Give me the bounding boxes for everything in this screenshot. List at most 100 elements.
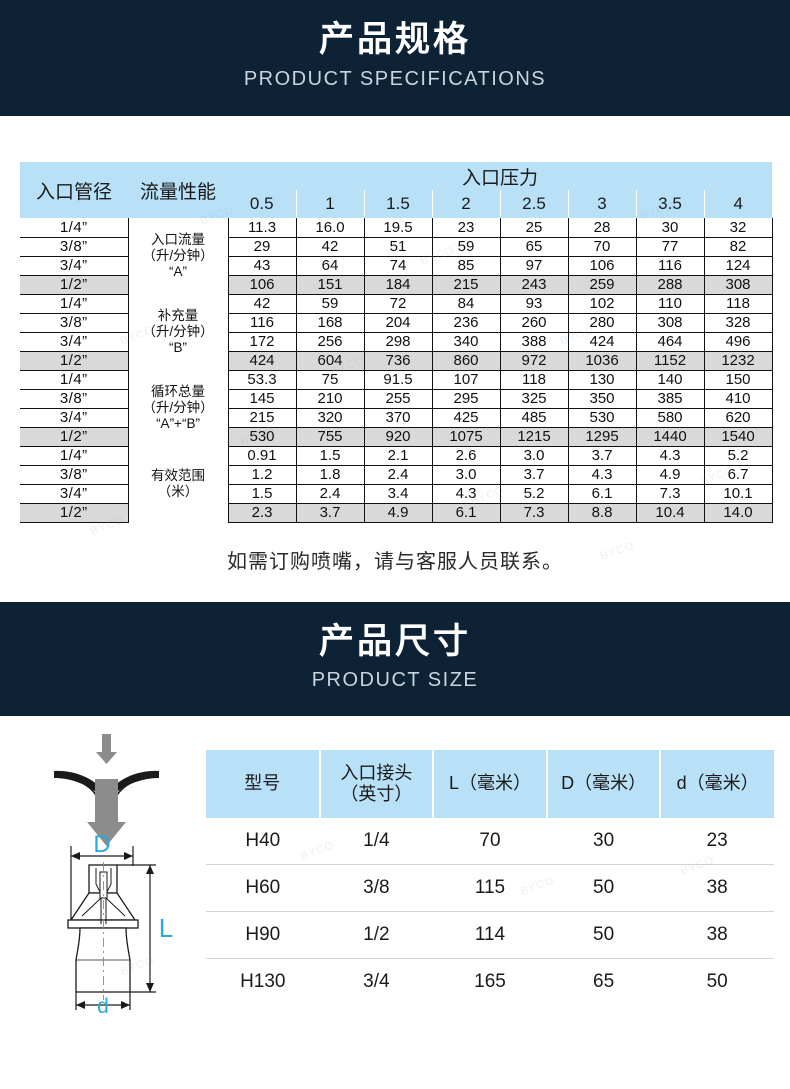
product-size-section: D <box>0 716 790 1033</box>
cell-value: 42 <box>227 294 296 314</box>
cell-value: 464 <box>635 332 704 352</box>
cell-value: 530 <box>227 427 296 447</box>
cell-value: 530 <box>567 408 636 428</box>
cell-inlet-size: 3/8” <box>20 237 128 257</box>
product-size-table: 型号 入口接头 （英寸） L（毫米） D（毫米） d（毫米） H40 1/4 70 3… <box>206 749 774 1006</box>
dim-arrow-left <box>71 851 80 860</box>
header-flow-performance: 流量性能 <box>128 162 228 218</box>
cell-value: 425 <box>431 408 500 428</box>
cell-value: 580 <box>635 408 704 428</box>
cell-value: 14.0 <box>703 503 773 523</box>
cell-value: 168 <box>295 313 364 333</box>
header-inlet-pressure: 入口压力 <box>228 162 773 190</box>
cell-value: 93 <box>499 294 568 314</box>
cell-inlet-size: 3/4” <box>20 332 128 352</box>
cell-value: 604 <box>295 351 364 371</box>
size-header-L: L（毫米） <box>432 749 547 818</box>
cell-value: 308 <box>703 275 773 295</box>
cell-value: 5.2 <box>703 446 773 466</box>
cell-value: 920 <box>363 427 432 447</box>
cell-value: 19.5 <box>363 218 432 238</box>
cell-value: 91.5 <box>363 370 432 390</box>
cell-D: 50 <box>546 911 661 959</box>
cell-flow-performance: 补充量 （升/分钟） “B” <box>127 294 229 370</box>
cell-L: 114 <box>433 911 547 959</box>
cell-value: 1075 <box>431 427 500 447</box>
cell-value: 320 <box>295 408 364 428</box>
size-header-d: d（毫米） <box>659 749 774 818</box>
cell-value: 370 <box>363 408 432 428</box>
cell-inlet-size: 3/8” <box>20 313 128 333</box>
cell-L: 70 <box>433 817 547 865</box>
cell-model: H60 <box>206 864 320 912</box>
cell-model: H40 <box>206 817 320 865</box>
dim-arrow-up-L <box>146 864 154 874</box>
cell-value: 184 <box>363 275 432 295</box>
cell-value: 424 <box>567 332 636 352</box>
pressure-col-4: 2.5 <box>499 190 568 218</box>
cell-value: 145 <box>227 389 296 409</box>
dimension-label-d: d <box>97 995 109 1014</box>
cell-value: 140 <box>635 370 704 390</box>
cell-value: 259 <box>567 275 636 295</box>
cell-value: 210 <box>295 389 364 409</box>
cell-value: 1295 <box>567 427 636 447</box>
dim-arrow-right-d <box>121 1000 130 1009</box>
cell-inlet-size: 1/4” <box>20 446 128 466</box>
cell-value: 118 <box>499 370 568 390</box>
perf-label-line: 补充量 <box>157 308 199 324</box>
spec-table-body: 1/4” 入口流量 （升/分钟） “A” 11.3 16.0 19.5 23 25 28 30 32 3… <box>20 218 773 523</box>
table-row: 3/8” 29 42 51 59 65 70 77 82 <box>20 237 773 257</box>
cell-value: 385 <box>635 389 704 409</box>
table-row: H60 3/8 115 50 38 <box>206 864 774 912</box>
cell-flow-performance: 入口流量 （升/分钟） “A” <box>127 218 229 294</box>
cell-value: 204 <box>363 313 432 333</box>
dimension-L <box>117 863 156 993</box>
banner2-title-en: PRODUCT SIZE <box>311 669 479 692</box>
cell-value: 130 <box>567 370 636 390</box>
cell-model: H90 <box>206 911 320 959</box>
cell-value: 77 <box>635 237 704 257</box>
cell-value: 1.2 <box>227 465 296 485</box>
cell-value: 116 <box>227 313 296 333</box>
cell-value: 116 <box>635 256 704 276</box>
perf-label-line: 入口流量 <box>151 232 205 248</box>
cell-value: 4.3 <box>567 465 636 485</box>
cell-value: 84 <box>431 294 500 314</box>
cell-inlet-size: 1/4” <box>20 370 128 390</box>
cell-value: 388 <box>499 332 568 352</box>
dim-arrow-down-L <box>146 982 154 992</box>
cell-value: 288 <box>635 275 704 295</box>
cell-value: 3.7 <box>499 465 568 485</box>
cell-value: 243 <box>499 275 568 295</box>
cell-value: 2.3 <box>227 503 296 523</box>
cell-value: 74 <box>363 256 432 276</box>
cell-value: 75 <box>295 370 364 390</box>
cell-inlet-size: 3/4” <box>20 484 128 504</box>
cell-value: 151 <box>295 275 364 295</box>
cell-value: 65 <box>499 237 568 257</box>
pressure-col-7: 4 <box>703 190 773 218</box>
cell-value: 10.4 <box>635 503 704 523</box>
perf-label-line: 循环总量 <box>151 384 205 400</box>
cell-value: 2.4 <box>363 465 432 485</box>
cell-value: 53.3 <box>227 370 296 390</box>
cell-value: 72 <box>363 294 432 314</box>
table-row: H40 1/4 70 30 23 <box>206 817 774 865</box>
pressure-col-3: 2 <box>431 190 500 218</box>
cell-value: 124 <box>703 256 773 276</box>
main-flow-arrow-icon <box>87 778 126 846</box>
cell-value: 860 <box>431 351 500 371</box>
cell-value: 260 <box>499 313 568 333</box>
banner-title-cn: 产品规格 <box>318 20 471 59</box>
size-table-container: 型号 入口接头 （英寸） L（毫米） D（毫米） d（毫米） H40 1/4 70 3… <box>206 730 774 1006</box>
pressure-col-5: 3 <box>567 190 636 218</box>
perf-label-line: “A” <box>169 263 187 279</box>
specifications-table: 入口管径 流量性能 入口压力 0.5 1 1.5 2 2.5 3 3.5 4 1… <box>20 162 773 523</box>
cell-value: 298 <box>363 332 432 352</box>
cell-value: 29 <box>227 237 296 257</box>
table-row: 1/4” 补充量 （升/分钟） “B” 42 59 72 84 93 102 110 118 <box>20 294 773 370</box>
cell-value: 328 <box>703 313 773 333</box>
cell-inlet-size: 1/4” <box>20 218 128 238</box>
cell-value: 7.3 <box>635 484 704 504</box>
